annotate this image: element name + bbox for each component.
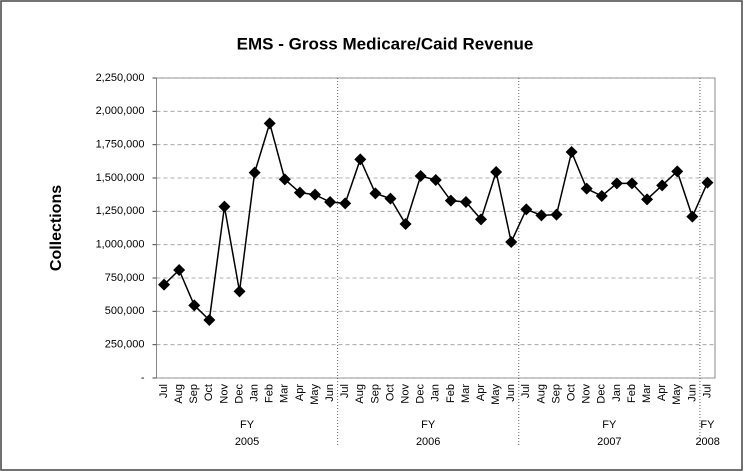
group-label: FY 2005 <box>234 419 260 448</box>
marker <box>565 146 578 158</box>
x-tick-label: Feb <box>264 384 276 403</box>
group-label: FY 2008 <box>695 419 720 448</box>
y-tick-label: 1,000,000 <box>96 239 145 251</box>
marker <box>686 210 699 223</box>
x-tick-label: Sep <box>188 384 200 404</box>
marker <box>580 182 593 195</box>
group-label: FY 2007 <box>597 419 622 448</box>
marker <box>233 285 246 298</box>
marker <box>384 192 397 205</box>
marker <box>188 299 201 312</box>
marker <box>444 194 457 207</box>
x-tick-label: Dec <box>233 384 245 404</box>
x-tick-label: Jul <box>158 384 170 398</box>
marker <box>324 196 337 208</box>
x-tick-label: Apr <box>475 384 487 401</box>
group-label: FY 2006 <box>415 419 441 448</box>
marker <box>671 165 684 178</box>
marker <box>429 174 442 186</box>
marker <box>203 314 216 326</box>
marker <box>278 173 291 186</box>
x-tick-label: Sep <box>550 384 562 404</box>
marker <box>490 166 503 178</box>
marker <box>459 196 472 208</box>
x-tick-label: Jun <box>324 384 336 402</box>
x-tick-label: May <box>671 384 683 405</box>
x-tick-label: Mar <box>279 384 291 403</box>
x-tick-label: Oct <box>566 384 578 401</box>
x-tick-label: Jan <box>249 384 261 402</box>
x-tick-label: Nov <box>399 384 411 404</box>
x-tick-label: Mar <box>460 384 472 403</box>
x-tick-label: Dec <box>596 384 608 404</box>
marker <box>550 208 563 221</box>
marker <box>158 278 171 291</box>
y-tick-label: 2,250,000 <box>96 72 145 84</box>
x-tick-label: May <box>490 384 502 405</box>
x-tick-label: Jul <box>701 384 713 398</box>
marker <box>339 197 352 210</box>
y-axis-title: Collections <box>48 185 65 271</box>
x-tick-label: Oct <box>384 384 396 401</box>
marker <box>263 117 276 130</box>
marker <box>308 188 321 201</box>
x-tick-label: Jan <box>430 384 442 402</box>
x-tick-label: Jul <box>520 384 532 398</box>
x-tick-label: May <box>309 384 321 405</box>
x-tick-label: Apr <box>656 384 668 401</box>
marker <box>625 177 638 190</box>
marker <box>173 264 186 276</box>
y-tick-label: 750,000 <box>105 272 145 284</box>
x-tick-label: Nov <box>581 384 593 404</box>
marker <box>701 176 714 189</box>
marker <box>535 209 548 222</box>
x-tick-label: Jan <box>611 384 623 402</box>
marker <box>610 177 623 190</box>
x-tick-label: Jun <box>686 384 698 402</box>
marker <box>414 170 427 182</box>
x-tick-label: Dec <box>415 384 427 404</box>
x-tick-label: Mar <box>641 384 653 403</box>
marker <box>475 213 488 226</box>
x-tick-label: Aug <box>173 384 185 404</box>
plot-area <box>156 77 716 379</box>
marker <box>218 200 231 213</box>
y-tick-label: 1,750,000 <box>96 139 145 151</box>
x-tick-label: Oct <box>203 384 215 401</box>
x-tick-label: Jul <box>339 384 351 398</box>
marker <box>248 166 261 179</box>
x-tick-label: Aug <box>535 384 547 404</box>
x-tick-label: Feb <box>626 384 638 403</box>
marker <box>595 190 608 202</box>
marker <box>656 179 669 192</box>
marker <box>641 193 654 206</box>
chart-title: EMS - Gross Medicare/Caid Revenue <box>237 34 534 53</box>
y-tick-label: 2,000,000 <box>96 105 145 117</box>
y-tick-label: 500,000 <box>105 305 145 317</box>
marker <box>520 203 533 216</box>
y-tick-label: 1,250,000 <box>96 205 145 217</box>
x-tick-label: Jun <box>505 384 517 402</box>
x-tick-label: Nov <box>218 384 230 404</box>
y-tick-label: 250,000 <box>105 339 145 351</box>
y-tick-label: 1,500,000 <box>96 172 145 184</box>
marker <box>399 218 412 230</box>
x-tick-label: Sep <box>369 384 381 404</box>
marker <box>293 186 306 199</box>
y-tick-label: - <box>141 372 145 384</box>
marker <box>369 187 382 200</box>
marker <box>505 236 518 248</box>
marker <box>354 153 367 166</box>
x-tick-label: Feb <box>445 384 457 403</box>
x-tick-label: Apr <box>294 384 306 401</box>
x-tick-label: Aug <box>354 384 366 404</box>
